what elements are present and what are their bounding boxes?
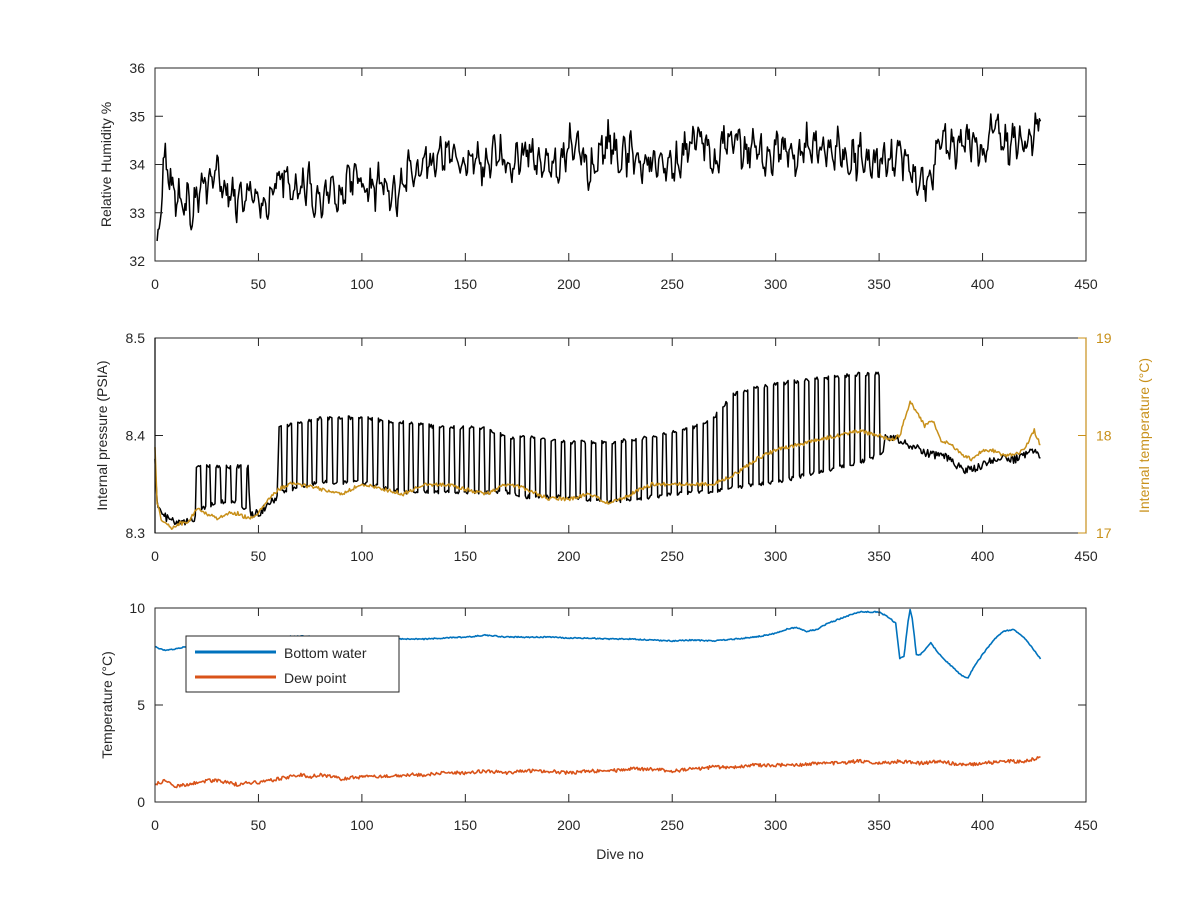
x-tick-label: 0 — [151, 548, 159, 564]
x-tick-label: 250 — [661, 817, 685, 833]
x-tick-label: 300 — [764, 276, 788, 292]
x-tick-label: 350 — [867, 817, 891, 833]
x-tick-label: 200 — [557, 548, 581, 564]
humidity-ticks-layer: 0 50 100 150 200 250 300 350 400 450 32 33 34 35 36 — [129, 60, 1097, 292]
y-tick-label: 8.3 — [126, 525, 146, 541]
y-tick-label: 33 — [129, 205, 145, 221]
x-tick-label: 200 — [557, 276, 581, 292]
temperature-y-axis-label: Temperature (°C) — [99, 651, 115, 759]
x-tick-label: 400 — [971, 548, 995, 564]
temperature-x-axis-label: Dive no — [596, 846, 644, 862]
x-tick-label: 50 — [251, 276, 267, 292]
series-line-humidity-0 — [156, 112, 1042, 242]
x-tick-label: 200 — [557, 817, 581, 833]
y-tick-label: 32 — [129, 253, 145, 269]
x-tick-label: 0 — [151, 276, 159, 292]
temperature-ticks-layer: 0 50 100 150 200 250 300 350 400 450 0 5 10 — [129, 600, 1097, 833]
series-line-temperature-1 — [154, 756, 1041, 789]
pressure-y-axis-label: Internal pressure (PSIA) — [94, 360, 110, 510]
pressure-panel: 0 50 100 150 200 250 300 350 400 450 8.3 8.4 8.5 17 18… — [94, 330, 1152, 564]
y-tick-label: 0 — [137, 794, 145, 810]
temperature-panel: 0 50 100 150 200 250 300 350 400 450 0 5 10 Temperat… — [99, 600, 1098, 862]
series-line-pressure-1 — [154, 400, 1041, 530]
legend: Bottom water Dew point — [185, 635, 400, 693]
x-tick-label: 450 — [1074, 276, 1098, 292]
y-tick-label: 10 — [129, 600, 145, 616]
x-tick-label: 100 — [350, 548, 374, 564]
x-tick-label: 350 — [867, 548, 891, 564]
x-tick-label: 100 — [350, 817, 374, 833]
pressure-ticks-layer: 0 50 100 150 200 250 300 350 400 450 8.3 8.4 8.5 17 18… — [126, 330, 1112, 564]
x-tick-label: 450 — [1074, 548, 1098, 564]
y-tick-label: 35 — [129, 108, 145, 124]
y-tick-label: 5 — [137, 697, 145, 713]
x-tick-label: 450 — [1074, 817, 1098, 833]
y-tick-label: 8.5 — [126, 330, 146, 346]
x-tick-label: 150 — [454, 548, 478, 564]
x-tick-label: 0 — [151, 817, 159, 833]
humidity-y-axis-label: Relative Humidity % — [98, 102, 114, 227]
humidity-data-layer — [156, 112, 1042, 242]
x-tick-label: 400 — [971, 276, 995, 292]
x-tick-label: 300 — [764, 548, 788, 564]
y2-tick-label: 18 — [1096, 428, 1112, 444]
legend-box — [185, 635, 400, 693]
y-tick-label: 8.4 — [126, 428, 146, 444]
y2-tick-label: 19 — [1096, 330, 1112, 346]
humidity-panel: 0 50 100 150 200 250 300 350 400 450 32 33 34 35 36 Re… — [98, 60, 1098, 292]
x-tick-label: 350 — [867, 276, 891, 292]
legend-label-dew-point: Dew point — [284, 670, 346, 686]
x-tick-label: 150 — [454, 276, 478, 292]
y-tick-label: 36 — [129, 60, 145, 76]
x-tick-label: 150 — [454, 817, 478, 833]
x-tick-label: 250 — [661, 548, 685, 564]
x-tick-label: 400 — [971, 817, 995, 833]
x-tick-label: 250 — [661, 276, 685, 292]
x-tick-label: 100 — [350, 276, 374, 292]
pressure-data-layer — [154, 371, 1041, 530]
x-tick-label: 50 — [251, 548, 267, 564]
legend-label-bottom-water: Bottom water — [284, 645, 367, 661]
pressure-y2-axis-label: Internal temperature (°C) — [1136, 358, 1152, 513]
y2-tick-label: 17 — [1096, 525, 1112, 541]
x-tick-label: 50 — [251, 817, 267, 833]
x-tick-label: 300 — [764, 817, 788, 833]
y-tick-label: 34 — [129, 157, 145, 173]
